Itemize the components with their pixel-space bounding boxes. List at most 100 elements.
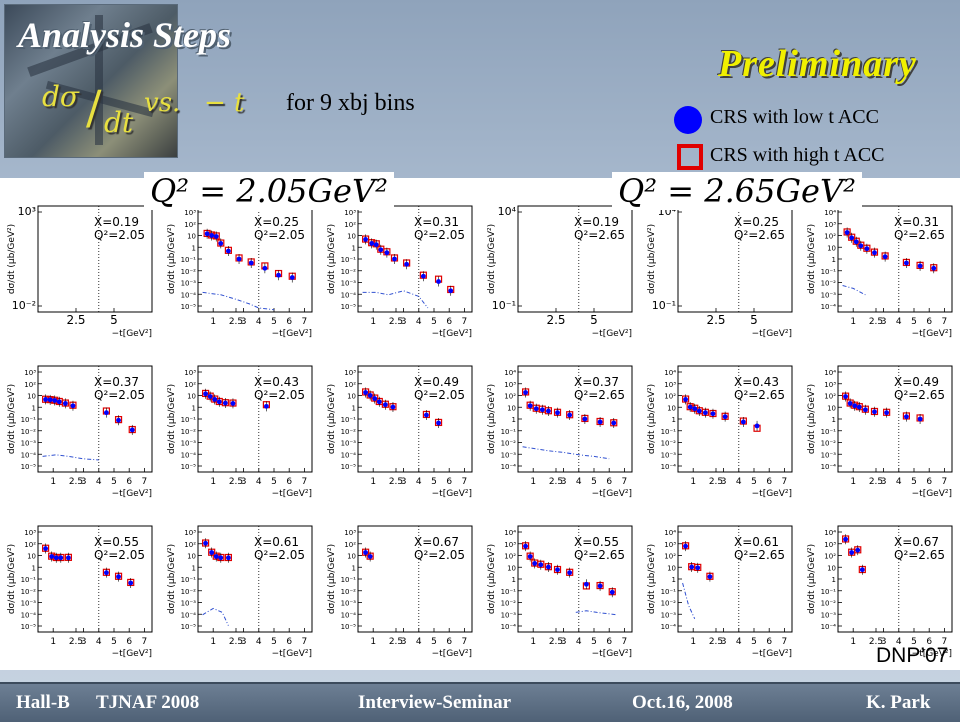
y-tick-label: 10⁻⁴: [821, 463, 837, 471]
y-tick-label: 10: [827, 404, 836, 412]
y-tick-label: 10⁻¹: [181, 576, 197, 584]
point-low-acc: [527, 403, 533, 409]
y-tick-label: 10³: [824, 381, 836, 389]
panel-frame: [837, 205, 953, 313]
q2-panel-label: Q²=2.65: [734, 388, 785, 402]
point-low-acc: [689, 564, 695, 570]
y-tick-label: 10³: [184, 529, 196, 537]
y-tick-label: 1: [352, 244, 356, 252]
x-tick-label: 5: [431, 637, 437, 647]
point-low-acc: [533, 406, 539, 412]
detector-photo: [4, 4, 178, 158]
point-low-acc: [369, 241, 375, 246]
x-axis-title: −t[GeV²]: [272, 329, 312, 339]
formula-denominator: dt: [104, 106, 134, 139]
xbj-label: X=0.67: [414, 535, 459, 549]
point-low-acc: [52, 398, 58, 403]
point-low-acc: [584, 581, 589, 587]
point-low-acc: [853, 239, 859, 245]
formula-versus: vs.: [144, 88, 181, 118]
q2-panel-label: Q²=2.65: [894, 228, 945, 242]
x-axis-title: −t[GeV²]: [592, 489, 632, 499]
q2-panel-label: Q²=2.05: [94, 548, 145, 562]
panel-p8: 10³ 10² 10 1 10⁻¹ 10⁻² 10⁻³ 10⁻⁴ 10⁻⁵ dσ/dt (μb/G…: [167, 365, 313, 499]
y-axis-title: dσ/dt (μb/GeV²): [807, 544, 817, 614]
y-tick-label: 10³: [664, 541, 676, 549]
y-axis-title: dσ/dt (μb/GeV²): [807, 224, 817, 294]
point-low-acc: [378, 247, 384, 253]
point-low-acc: [849, 550, 855, 555]
y-tick-label: 10²: [664, 393, 676, 401]
y-tick-label: 1: [672, 576, 676, 584]
xbj-label: X=0.31: [894, 215, 939, 229]
panel-p4: 10⁴ 10⁻¹ dσ/dt (μb/GeV²) 2.5 5 −t[GeV²] X=0.19…: [487, 205, 633, 339]
x-tick-label: 7: [942, 477, 948, 487]
y-tick-label: 10⁻³: [181, 280, 197, 288]
panel-frame: [837, 365, 953, 473]
preliminary-label: Preliminary: [718, 43, 917, 85]
y-tick-label: 10³: [184, 369, 196, 377]
q2-panel-label: Q²=2.05: [414, 388, 465, 402]
point-low-acc: [546, 408, 551, 414]
y-tick-label: 10³: [504, 381, 516, 389]
point-low-acc: [248, 260, 254, 266]
formula-numerator: dσ: [42, 80, 80, 113]
xbj-label: X=0.43: [254, 375, 299, 389]
panel-p12: 10⁴ 10³ 10² 10 1 10⁻¹ 10⁻² 10⁻³ 10⁻⁴ dσ/dt (μb/Ge…: [807, 365, 953, 499]
acc-curve: [202, 607, 229, 626]
point-low-acc: [222, 400, 228, 406]
y-tick-label: 10⁴: [824, 529, 836, 537]
panel-p11: 10⁴ 10³ 10² 10 1 10⁻¹ 10⁻² 10⁻³ 10⁻⁴ dσ/dt (μb/Ge…: [647, 365, 793, 499]
point-low-acc: [740, 419, 746, 425]
x-tick-label: 2.5: [229, 477, 243, 487]
point-low-acc: [843, 536, 848, 542]
y-tick-label: 10⁻²: [21, 428, 37, 436]
point-low-acc: [363, 237, 368, 242]
x-tick-label: 5: [111, 477, 117, 487]
y-axis-title: dσ/dt (μb/GeV²): [7, 384, 17, 454]
y-tick-label: 10⁻⁴: [661, 463, 677, 471]
x-tick-label: 4: [896, 317, 902, 327]
x-tick-label: 3: [881, 477, 887, 487]
point-low-acc: [104, 570, 109, 576]
xbj-label: X=0.25: [254, 215, 299, 229]
y-tick-label: 10⁻³: [661, 451, 677, 459]
y-tick-label: 10⁴: [664, 369, 676, 377]
point-low-acc: [872, 250, 877, 256]
y-tick-label: 10: [507, 564, 516, 572]
point-low-acc: [53, 555, 59, 561]
y-axis-title: dσ/dt (μb/GeV²): [647, 384, 657, 454]
y-tick-label: 10: [187, 393, 196, 401]
point-low-acc: [695, 565, 701, 571]
point-low-acc: [523, 543, 528, 549]
y-tick-label: 1: [512, 416, 516, 424]
x-tick-label: 2.5: [389, 477, 403, 487]
y-tick-label: 10³: [824, 221, 836, 229]
y-tick-label: 10⁻⁵: [341, 303, 357, 311]
x-tick-label: 1: [850, 477, 856, 487]
point-low-acc: [116, 574, 121, 580]
q2-panel-label: Q²=2.05: [254, 548, 305, 562]
y-tick-label: 1: [832, 416, 836, 424]
x-axis-title: −t[GeV²]: [912, 489, 952, 499]
x-tick-label: 3: [881, 317, 887, 327]
x-tick-label: 1: [210, 317, 216, 327]
point-low-acc: [216, 399, 222, 405]
panel-p3: 10³ 10² 10 1 10⁻¹ 10⁻² 10⁻³ 10⁻⁴ 10⁻⁵ dσ/dt (μb/G…: [327, 205, 473, 339]
x-tick-label: 7: [462, 637, 468, 647]
footer: Hall-B TJNAF 2008 Interview-Seminar Oct.…: [0, 682, 960, 722]
x-tick-label: 6: [766, 637, 772, 647]
x-tick-label: 3: [241, 317, 247, 327]
point-low-acc: [904, 414, 909, 420]
point-low-acc: [372, 396, 378, 401]
point-low-acc: [424, 412, 429, 418]
point-low-acc: [687, 404, 693, 410]
footer-author: K. Park: [866, 692, 931, 713]
x-tick-label: 5: [590, 313, 598, 327]
y-tick-label: 10²: [504, 553, 516, 561]
x-axis-title: −t[GeV²]: [112, 329, 152, 339]
x-tick-label: 7: [622, 477, 628, 487]
y-tick-label: 10⁻²: [341, 428, 357, 436]
acc-curve: [202, 291, 275, 311]
y-tick-label: 10⁻²: [821, 280, 837, 288]
